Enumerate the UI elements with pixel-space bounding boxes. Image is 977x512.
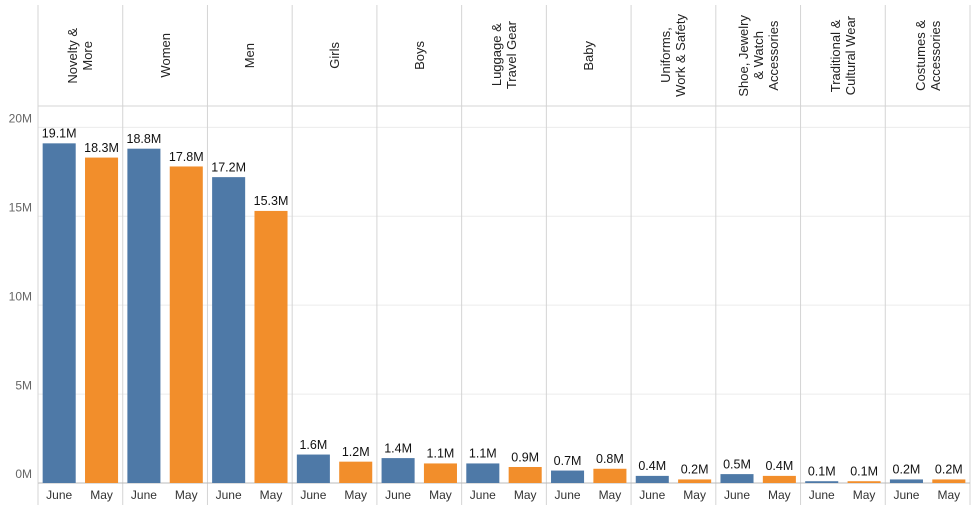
value-label: 1.1M bbox=[469, 447, 497, 461]
value-label: 1.6M bbox=[299, 438, 327, 452]
bar bbox=[85, 157, 119, 484]
x-tick-label: June bbox=[216, 488, 242, 502]
bar bbox=[593, 468, 627, 483]
value-label: 18.8M bbox=[127, 132, 162, 146]
y-tick-label: 20M bbox=[9, 112, 32, 126]
bar bbox=[169, 166, 203, 483]
x-tick-label: May bbox=[175, 488, 198, 502]
panel-header: Novelty & More bbox=[38, 5, 123, 106]
x-tick-label: May bbox=[853, 488, 876, 502]
value-label: 18.3M bbox=[84, 141, 119, 155]
panel-header-label: Costumes & Accessories bbox=[912, 20, 943, 91]
bar bbox=[212, 177, 246, 483]
x-tick-label: May bbox=[344, 488, 367, 502]
x-tick-label: June bbox=[470, 488, 496, 502]
value-label: 0.4M bbox=[638, 459, 666, 473]
panel-header-label: Men bbox=[242, 42, 258, 69]
y-tick-label: 15M bbox=[9, 200, 32, 214]
y-tick-label: 0M bbox=[15, 467, 32, 481]
x-tick-label: June bbox=[724, 488, 750, 502]
x-tick-label: May bbox=[429, 488, 452, 502]
panel-header: Girls bbox=[292, 5, 377, 106]
value-label: 19.1M bbox=[42, 127, 77, 141]
value-label: 17.2M bbox=[211, 160, 246, 174]
panel-header-label: Uniforms, Work & Safety bbox=[658, 14, 689, 97]
x-tick-label: June bbox=[893, 488, 919, 502]
x-tick-label: May bbox=[260, 488, 283, 502]
panel-header: Boys bbox=[377, 5, 462, 106]
panel-header: Men bbox=[207, 5, 292, 106]
x-tick-label: June bbox=[639, 488, 665, 502]
panel-header: Women bbox=[123, 5, 208, 106]
x-tick-label: June bbox=[555, 488, 581, 502]
value-label: 17.8M bbox=[169, 150, 204, 164]
value-label: 0.9M bbox=[511, 450, 539, 464]
bar bbox=[932, 479, 966, 483]
value-label: 0.1M bbox=[808, 465, 836, 479]
panel-header-label: Boys bbox=[411, 41, 427, 70]
value-label: 1.2M bbox=[342, 445, 370, 459]
x-tick-label: June bbox=[300, 488, 326, 502]
bar bbox=[296, 454, 330, 483]
panel-header-label: Shoe, Jewelry & Watch Accessories bbox=[735, 14, 781, 97]
bar bbox=[466, 463, 500, 483]
x-tick-label: June bbox=[46, 488, 72, 502]
x-tick-label: May bbox=[90, 488, 113, 502]
value-label: 0.2M bbox=[681, 463, 709, 477]
bar bbox=[381, 458, 415, 483]
panel-header-label: Traditional & Cultural Wear bbox=[827, 15, 858, 96]
panel-header: Baby bbox=[546, 5, 631, 106]
panel-header: Luggage & Travel Gear bbox=[462, 5, 547, 106]
bar bbox=[847, 481, 881, 483]
y-tick-label: 5M bbox=[15, 378, 32, 392]
x-tick-label: June bbox=[131, 488, 157, 502]
value-label: 1.1M bbox=[427, 447, 455, 461]
panel-header: Costumes & Accessories bbox=[885, 5, 970, 106]
bar bbox=[508, 466, 542, 483]
value-label: 0.7M bbox=[554, 454, 582, 468]
panel-header: Uniforms, Work & Safety bbox=[631, 5, 716, 106]
x-tick-label: May bbox=[937, 488, 960, 502]
bar bbox=[127, 148, 161, 483]
bar bbox=[635, 475, 669, 483]
x-tick-label: May bbox=[768, 488, 791, 502]
x-tick-label: June bbox=[809, 488, 835, 502]
value-label: 0.8M bbox=[596, 452, 624, 466]
bar bbox=[551, 470, 585, 483]
value-label: 0.2M bbox=[893, 463, 921, 477]
bar bbox=[254, 210, 288, 484]
bar bbox=[42, 143, 76, 483]
bar bbox=[423, 463, 457, 483]
bar bbox=[678, 479, 712, 483]
panel-header: Traditional & Cultural Wear bbox=[801, 5, 886, 106]
bar bbox=[805, 481, 839, 483]
value-label: 0.2M bbox=[935, 463, 963, 477]
panel-header-label: Novelty & More bbox=[65, 27, 96, 84]
panel-header-label: Girls bbox=[327, 42, 343, 69]
bar bbox=[720, 474, 754, 483]
bar bbox=[889, 479, 923, 483]
bar bbox=[339, 461, 373, 483]
bar bbox=[762, 475, 796, 483]
panel-header: Shoe, Jewelry & Watch Accessories bbox=[716, 5, 801, 106]
x-tick-label: June bbox=[385, 488, 411, 502]
x-tick-label: May bbox=[683, 488, 706, 502]
value-label: 0.4M bbox=[765, 459, 793, 473]
y-tick-label: 10M bbox=[9, 289, 32, 303]
value-label: 15.3M bbox=[254, 194, 289, 208]
panel-header-label: Luggage & Travel Gear bbox=[488, 21, 519, 90]
x-tick-label: May bbox=[514, 488, 537, 502]
panel-header-label: Women bbox=[157, 33, 173, 78]
panel-header-label: Baby bbox=[581, 40, 597, 71]
value-label: 1.4M bbox=[384, 441, 412, 455]
value-label: 0.5M bbox=[723, 457, 751, 471]
x-tick-label: May bbox=[599, 488, 622, 502]
value-label: 0.1M bbox=[850, 465, 878, 479]
